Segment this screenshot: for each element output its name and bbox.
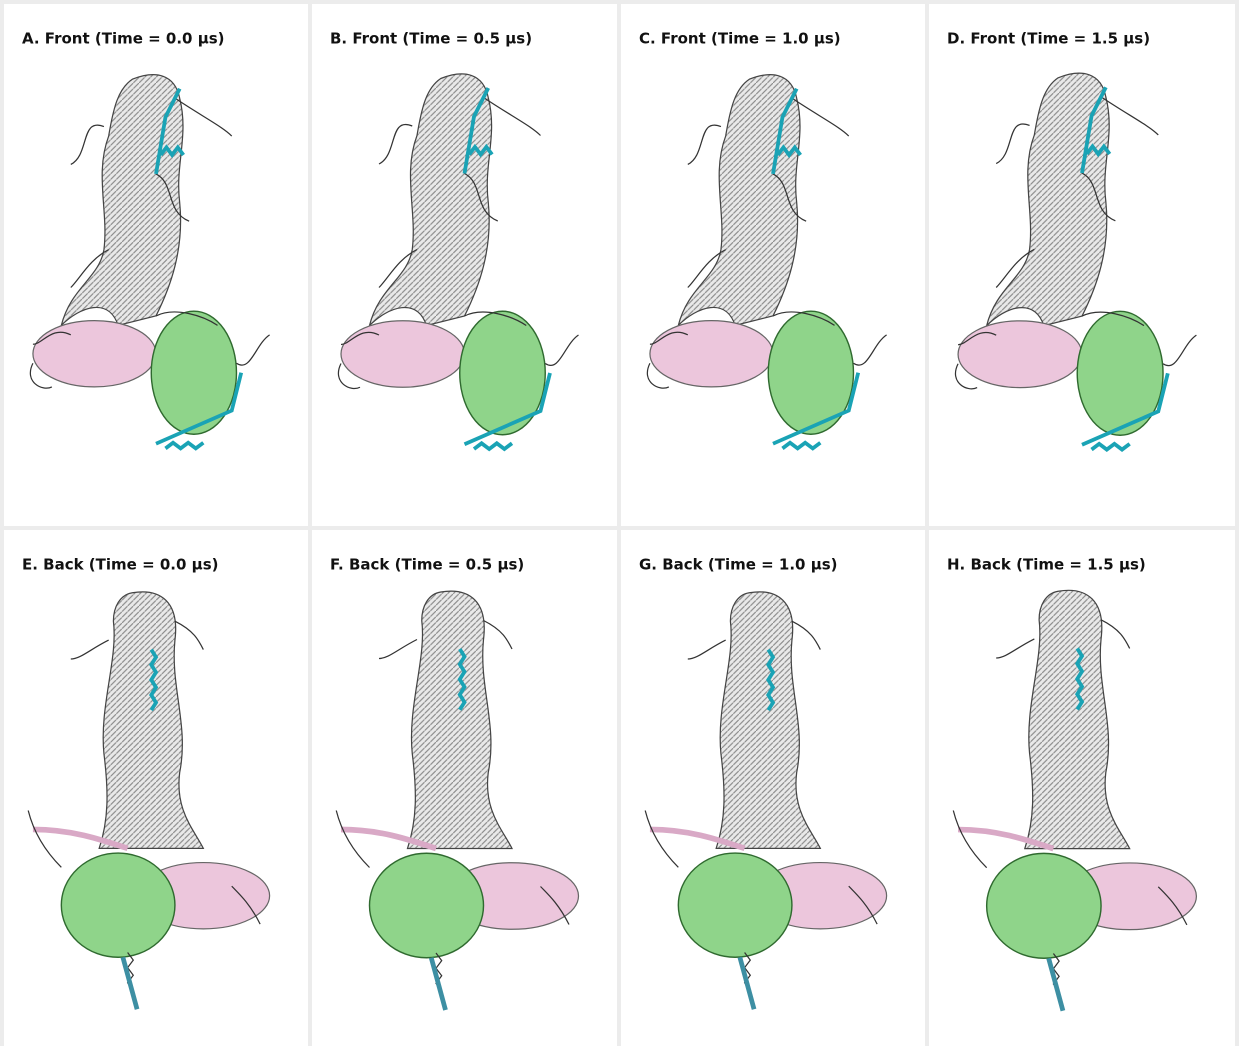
panel-title: E. Back (Time = 0.0 μs) [22, 556, 218, 574]
page: {"panels": [ {"title": "A. Front (Time =… [0, 0, 1239, 1046]
panel-title: C. Front (Time = 1.0 μs) [639, 30, 841, 48]
panel-title: A. Front (Time = 0.0 μs) [22, 30, 225, 48]
panel-title: D. Front (Time = 1.5 μs) [947, 30, 1150, 48]
panel-title: B. Front (Time = 0.5 μs) [330, 30, 532, 48]
panel-title: F. Back (Time = 0.5 μs) [330, 556, 524, 574]
panel-title: G. Back (Time = 1.0 μs) [639, 556, 838, 574]
figure: A. Front (Time = 0.0 μs) B. Front (Time =… [0, 0, 1239, 1046]
panel-title: H. Back (Time = 1.5 μs) [947, 556, 1146, 574]
